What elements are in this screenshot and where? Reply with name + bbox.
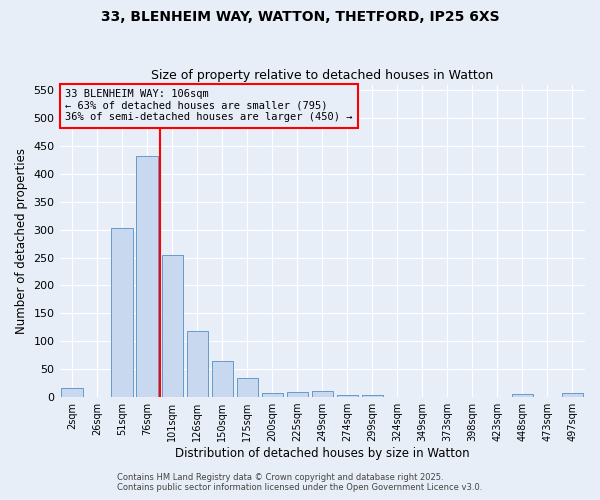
X-axis label: Distribution of detached houses by size in Watton: Distribution of detached houses by size … [175, 447, 470, 460]
Text: 33, BLENHEIM WAY, WATTON, THETFORD, IP25 6XS: 33, BLENHEIM WAY, WATTON, THETFORD, IP25… [101, 10, 499, 24]
Bar [112, 228, 133, 397]
Bar [337, 395, 358, 397]
Title: Size of property relative to detached houses in Watton: Size of property relative to detached ho… [151, 69, 493, 82]
Y-axis label: Number of detached properties: Number of detached properties [15, 148, 28, 334]
Bar [212, 362, 233, 397]
Text: 33 BLENHEIM WAY: 106sqm
← 63% of detached houses are smaller (795)
36% of semi-d: 33 BLENHEIM WAY: 106sqm ← 63% of detache… [65, 89, 352, 122]
Bar [362, 396, 383, 397]
Bar [562, 392, 583, 397]
Bar [161, 256, 183, 397]
Bar [136, 156, 158, 397]
Bar [311, 391, 333, 397]
Text: Contains HM Land Registry data © Crown copyright and database right 2025.
Contai: Contains HM Land Registry data © Crown c… [118, 473, 482, 492]
Bar [187, 331, 208, 397]
Bar [262, 392, 283, 397]
Bar [61, 388, 83, 397]
Bar [236, 378, 258, 397]
Bar [287, 392, 308, 397]
Bar [512, 394, 533, 397]
